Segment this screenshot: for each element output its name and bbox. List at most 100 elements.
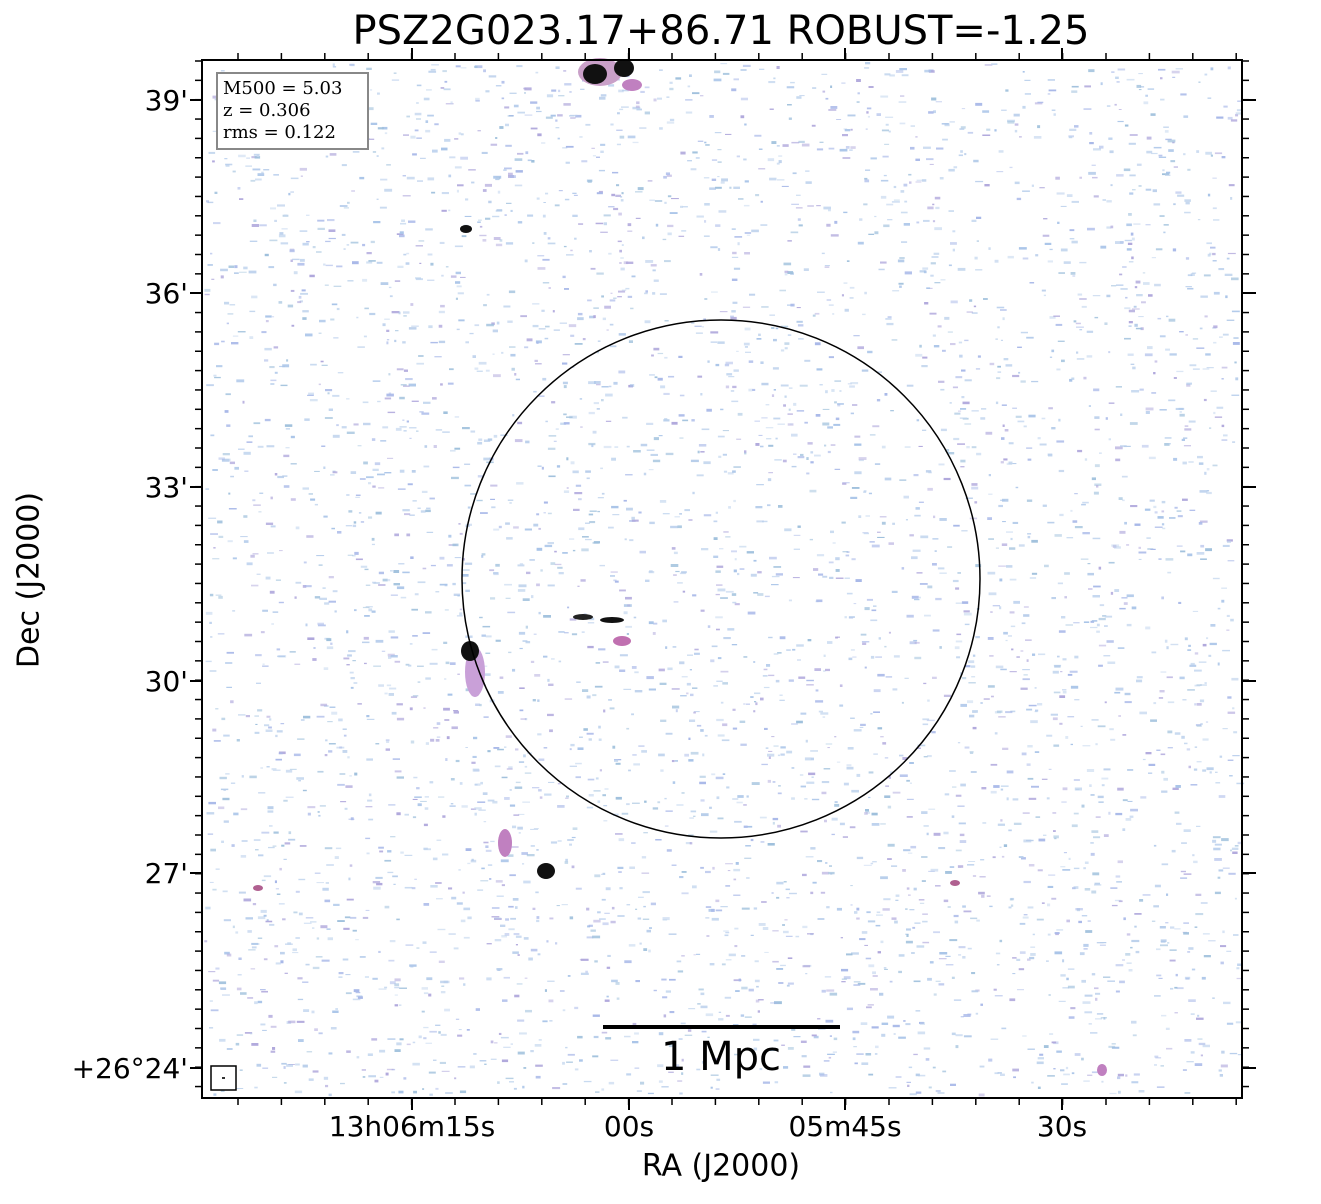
noise-speck xyxy=(341,164,347,167)
noise-speck xyxy=(909,641,917,645)
noise-speck xyxy=(481,151,488,154)
noise-speck xyxy=(223,919,231,922)
noise-speck xyxy=(1130,505,1138,508)
noise-speck xyxy=(893,655,900,658)
noise-speck xyxy=(680,1022,686,1025)
noise-speck xyxy=(793,453,797,455)
noise-speck xyxy=(881,129,889,132)
noise-speck xyxy=(1054,837,1057,840)
noise-speck xyxy=(390,594,398,596)
noise-speck xyxy=(1001,404,1007,406)
noise-speck xyxy=(768,756,771,759)
noise-speck xyxy=(322,587,326,589)
noise-speck xyxy=(543,615,551,618)
noise-speck xyxy=(505,123,509,127)
noise-speck xyxy=(324,284,329,286)
noise-speck xyxy=(420,800,427,802)
noise-speck xyxy=(1153,372,1156,375)
noise-speck xyxy=(1195,913,1204,916)
noise-speck xyxy=(492,800,498,804)
noise-speck xyxy=(1183,115,1189,118)
noise-speck xyxy=(855,579,862,582)
noise-speck xyxy=(776,896,780,899)
noise-speck xyxy=(536,110,542,113)
noise-speck xyxy=(594,960,598,963)
noise-speck xyxy=(771,394,775,397)
noise-speck xyxy=(875,1045,879,1049)
noise-speck xyxy=(376,198,379,200)
noise-speck xyxy=(364,307,369,310)
noise-speck xyxy=(1136,676,1143,679)
noise-speck xyxy=(871,1026,879,1029)
noise-speck xyxy=(455,1018,460,1020)
noise-speck xyxy=(424,807,429,810)
noise-speck xyxy=(1093,836,1101,839)
noise-speck xyxy=(1165,138,1172,141)
noise-speck xyxy=(406,252,410,255)
noise-speck xyxy=(945,964,954,966)
noise-speck xyxy=(669,978,676,981)
noise-speck xyxy=(307,812,311,816)
noise-speck xyxy=(735,990,740,992)
noise-speck xyxy=(368,482,372,485)
noise-speck xyxy=(693,711,696,714)
noise-speck xyxy=(791,465,797,468)
noise-speck xyxy=(814,668,821,671)
noise-speck xyxy=(257,445,264,448)
noise-speck xyxy=(585,470,591,473)
noise-speck xyxy=(249,336,254,339)
noise-speck xyxy=(754,979,760,983)
noise-speck xyxy=(1160,1065,1164,1067)
noise-speck xyxy=(1062,787,1068,791)
noise-speck xyxy=(405,663,410,666)
noise-speck xyxy=(803,268,809,271)
noise-speck xyxy=(823,1060,830,1062)
noise-speck xyxy=(547,980,555,982)
noise-speck xyxy=(522,1085,525,1089)
noise-speck xyxy=(359,176,365,180)
noise-speck xyxy=(778,982,784,984)
noise-speck xyxy=(1084,994,1093,997)
noise-speck xyxy=(1179,413,1185,417)
noise-speck xyxy=(690,459,699,463)
noise-speck xyxy=(970,917,978,920)
noise-speck xyxy=(1159,215,1165,217)
noise-speck xyxy=(1038,653,1046,656)
noise-speck xyxy=(968,861,976,862)
noise-speck xyxy=(1105,417,1108,420)
noise-speck xyxy=(261,171,264,175)
noise-speck xyxy=(716,565,724,568)
noise-speck xyxy=(642,236,645,240)
noise-speck xyxy=(1098,664,1103,667)
noise-speck xyxy=(828,109,837,111)
noise-speck xyxy=(678,355,683,358)
noise-speck xyxy=(632,754,637,756)
noise-speck xyxy=(1073,886,1079,889)
noise-speck xyxy=(1227,696,1232,699)
noise-speck xyxy=(891,201,900,203)
noise-speck xyxy=(1016,656,1020,658)
noise-speck xyxy=(967,947,972,950)
noise-speck xyxy=(784,919,788,921)
noise-speck xyxy=(274,473,278,476)
noise-speck xyxy=(841,978,847,980)
noise-speck xyxy=(528,957,533,961)
noise-speck xyxy=(774,1081,779,1084)
noise-speck xyxy=(328,600,336,603)
noise-speck xyxy=(1180,93,1187,96)
noise-speck xyxy=(798,140,805,143)
noise-speck xyxy=(263,875,272,878)
noise-speck xyxy=(1003,631,1008,635)
noise-speck xyxy=(352,524,357,528)
noise-speck xyxy=(606,966,611,969)
noise-speck xyxy=(391,1091,395,1094)
noise-speck xyxy=(828,304,834,306)
noise-speck xyxy=(1093,148,1101,151)
noise-speck xyxy=(904,271,912,275)
noise-speck xyxy=(1083,376,1087,380)
noise-speck xyxy=(321,959,330,962)
noise-speck xyxy=(812,881,817,884)
noise-speck xyxy=(1042,234,1050,237)
noise-speck xyxy=(406,115,410,118)
noise-speck xyxy=(846,953,853,956)
